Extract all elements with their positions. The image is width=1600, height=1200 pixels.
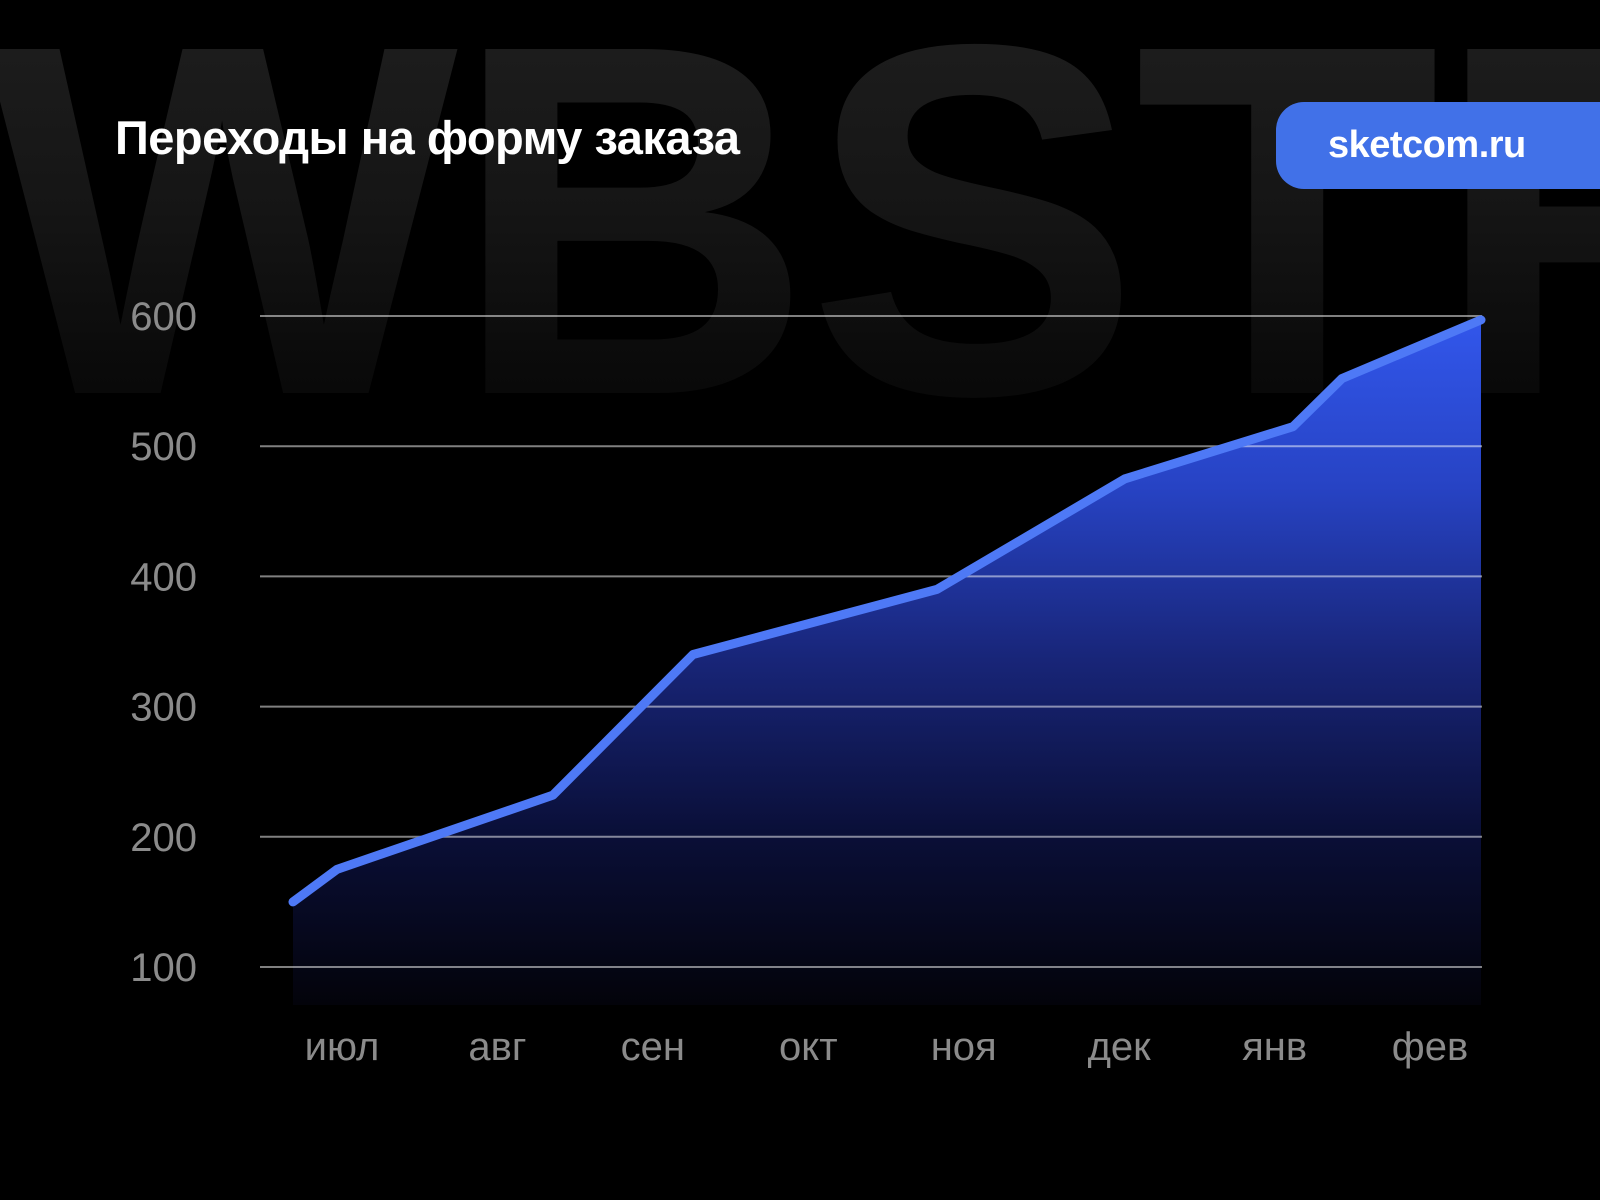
site-badge[interactable]: sketcom.ru <box>1276 102 1600 189</box>
site-badge-label: sketcom.ru <box>1328 124 1526 166</box>
series-area-fill <box>293 319 1481 1005</box>
x-tick-label-окт: окт <box>779 1025 838 1069</box>
y-tick-label-100: 100 <box>130 946 197 990</box>
x-tick-label-ноя: ноя <box>931 1025 997 1069</box>
y-tick-label-600: 600 <box>130 295 197 339</box>
y-tick-label-200: 200 <box>130 816 197 860</box>
y-tick-label-400: 400 <box>130 555 197 599</box>
x-tick-label-авг: авг <box>468 1025 526 1069</box>
series-line <box>288 315 1486 907</box>
page-title: Переходы на форму заказа <box>115 111 740 164</box>
x-tick-label-сен: сен <box>621 1025 685 1069</box>
x-tick-label-янв: янв <box>1242 1025 1307 1069</box>
x-tick-label-июл: июл <box>305 1025 380 1069</box>
x-tick-label-фев: фев <box>1392 1025 1468 1069</box>
y-tick-label-300: 300 <box>130 686 197 730</box>
x-tick-label-дек: дек <box>1088 1025 1152 1069</box>
y-tick-label-500: 500 <box>130 425 197 469</box>
